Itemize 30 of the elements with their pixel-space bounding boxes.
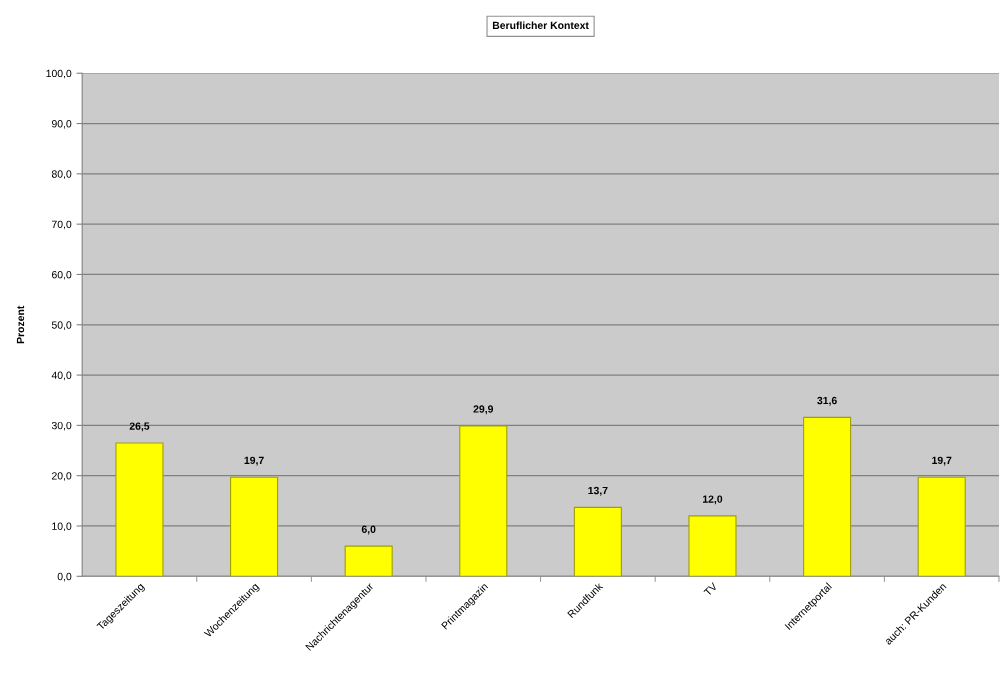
bar (917, 476, 966, 577)
y-tick-label: 50,0 (51, 321, 72, 330)
data-label: 19,7 (932, 456, 952, 466)
data-label: 29,9 (473, 405, 494, 415)
data-label: 6,0 (361, 525, 376, 535)
chart-title: Beruflicher Kontext (492, 21, 589, 30)
y-axis-title: Prozent (16, 305, 25, 344)
y-tick-label: 80,0 (51, 170, 72, 179)
y-tick-label: 40,0 (51, 371, 72, 381)
y-tick-label: 20,0 (52, 472, 72, 481)
data-label: 31,6 (817, 396, 837, 406)
data-label: 12,0 (703, 495, 723, 505)
bar (803, 416, 852, 577)
bar (344, 545, 393, 577)
bar (688, 515, 737, 577)
data-label: 13,7 (588, 486, 608, 496)
y-tick-label: 90,0 (51, 120, 72, 129)
data-label: 19,7 (244, 456, 264, 466)
y-tick-label: 70,0 (52, 220, 72, 230)
y-tick-label: 10,0 (52, 522, 72, 532)
y-tick-label: 30,0 (51, 421, 72, 431)
bar (459, 425, 508, 577)
y-tick-label: 0,0 (57, 572, 72, 582)
bar (115, 442, 164, 577)
bar (230, 476, 279, 577)
x-tick-label: TV (703, 582, 718, 597)
y-tick-label: 100,0 (46, 69, 72, 79)
y-tick-label: 60,0 (52, 270, 72, 280)
bar (573, 506, 622, 577)
data-label: 26,5 (129, 422, 150, 432)
